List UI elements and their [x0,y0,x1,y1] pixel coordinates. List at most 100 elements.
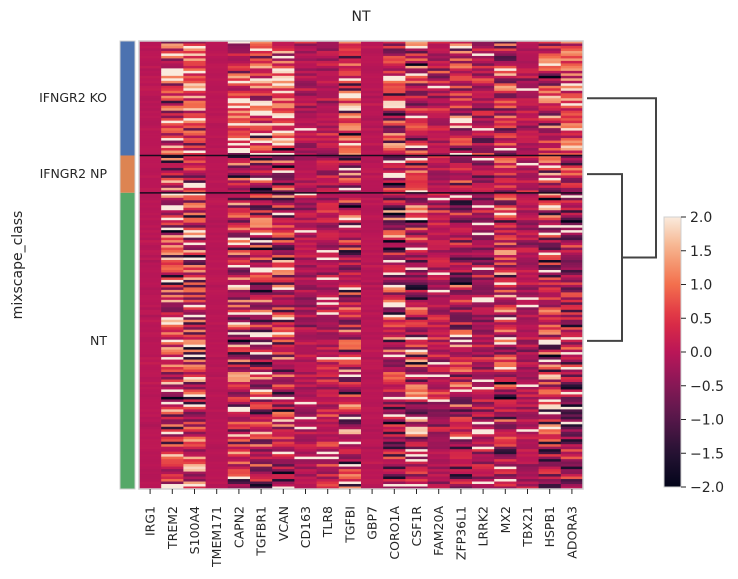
heatmap-cell [272,207,295,211]
heatmap-cell [383,230,406,234]
heatmap-cell [449,314,473,318]
heatmap-cell [405,339,428,343]
heatmap-cell [316,167,340,171]
heatmap-cell [516,406,539,410]
heatmap-cell [272,307,295,311]
heatmap-cell [338,65,362,69]
heatmap-cell [560,464,584,467]
heatmap-cell [272,441,295,445]
heatmap-cell [361,200,384,204]
heatmap-cell [472,474,495,477]
heatmap-cell [472,424,495,428]
heatmap-cell [139,177,162,181]
heatmap-cell [361,284,384,288]
heatmap-cell [139,88,162,92]
heatmap-cell [250,68,273,72]
heatmap-cell [383,289,406,293]
heatmap-cell [361,123,384,127]
heatmap-cell [383,237,406,241]
heatmap-cell [361,100,384,104]
heatmap-cell [183,90,206,94]
heatmap-cell [538,232,562,236]
heatmap-cell [294,474,317,477]
heatmap-cell [494,187,517,191]
heatmap-cell [494,212,517,216]
heatmap-cell [250,337,273,341]
heatmap-cell [205,197,229,201]
heatmap-cell [538,379,562,383]
heatmap-cell [183,157,206,161]
heatmap-cell [361,41,384,44]
heatmap-cell [205,426,229,430]
heatmap-cell [139,247,162,251]
heatmap-cell [538,292,562,296]
heatmap-cell [183,389,206,393]
heatmap-cell [250,464,273,467]
heatmap-cell [405,314,428,318]
heatmap-cell [427,431,451,435]
heatmap-cell [516,329,539,333]
heatmap-cell [516,235,539,239]
heatmap-cell [494,421,517,425]
heatmap-cell [516,108,539,112]
heatmap-cell [405,110,428,114]
heatmap-cell [139,434,162,438]
heatmap-cell [560,324,584,328]
heatmap-cell [427,133,451,136]
heatmap-cell [538,297,562,301]
heatmap-cell [316,242,340,246]
heatmap-cell [560,357,584,360]
heatmap-cell [139,260,162,263]
heatmap-cell [472,53,495,57]
heatmap-cell [338,454,362,458]
heatmap-cell [316,95,340,99]
row-group-label: IFNGR2 KO [39,90,107,105]
heatmap-cell [161,294,184,298]
heatmap-cell [205,217,229,221]
heatmap-cell [183,247,206,251]
heatmap-cell [516,115,539,119]
heatmap-cell [294,404,317,408]
heatmap-cell [294,401,317,405]
heatmap-cell [449,75,473,79]
heatmap-cell [316,381,340,385]
heatmap-cell [405,105,428,109]
heatmap-cell [383,83,406,87]
heatmap-cell [449,180,473,184]
heatmap-cell [272,274,295,278]
heatmap-cell [449,329,473,333]
heatmap-cell [183,426,206,430]
heatmap-cell [316,304,340,308]
heatmap-cell [183,182,206,186]
heatmap-cell [272,322,295,326]
heatmap-cell [139,312,162,316]
heatmap-cell [316,299,340,303]
heatmap-cell [560,225,584,229]
heatmap-cell [383,88,406,92]
heatmap-cell [316,389,340,393]
heatmap-cell [449,165,473,169]
heatmap-cell [361,240,384,243]
heatmap-cell [183,65,206,69]
heatmap-cell [227,257,251,261]
heatmap-cell [294,479,317,482]
heatmap-cell [294,123,317,127]
heatmap-cell [383,225,406,229]
heatmap-cell [472,401,495,405]
heatmap-cell [560,65,584,69]
heatmap-cell [427,372,451,375]
heatmap-cell [494,469,517,472]
heatmap-cell [272,486,295,490]
heatmap-cell [472,220,495,224]
heatmap-cell [383,312,406,316]
heatmap-cell [427,217,451,221]
heatmap-cell [405,43,428,47]
heatmap-cell [472,262,495,266]
heatmap-cell [361,399,384,403]
heatmap-cell [294,352,317,355]
heatmap-cell [494,140,517,144]
heatmap-cell [205,377,229,380]
heatmap-cell [316,484,340,487]
heatmap-cell [494,426,517,430]
heatmap-cell [250,113,273,117]
